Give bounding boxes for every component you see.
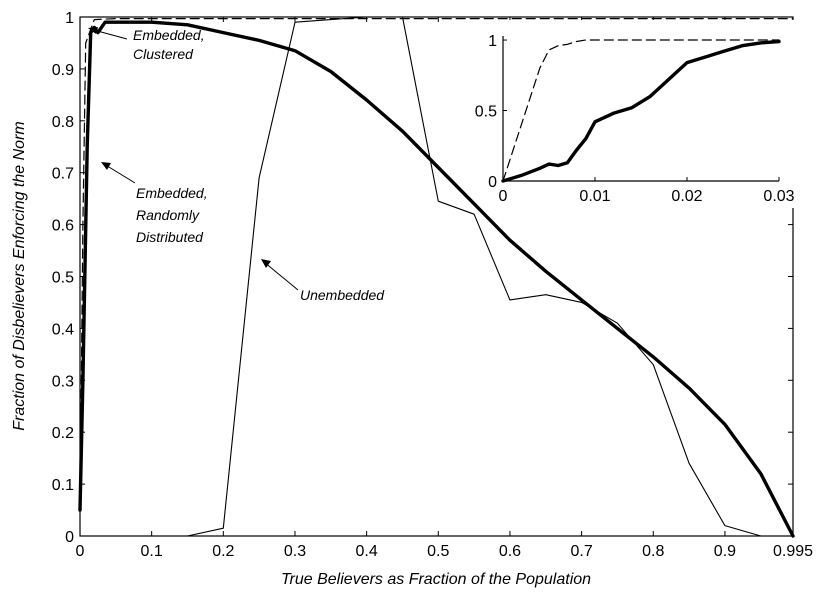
main-y-tick-label: 0.8 (52, 114, 74, 131)
annotation-embedded-clustered-line1: Embedded, (133, 27, 205, 43)
annotations: Embedded, Clustered Embedded, Randomly D… (88, 27, 385, 303)
main-x-tick-label: 0.3 (284, 543, 306, 560)
inset-series-group (501, 39, 781, 183)
inset-x-tick-label: 0.03 (763, 188, 794, 205)
main-x-tick-label: 0.6 (499, 543, 521, 560)
inset-y-tick-label: 0 (488, 174, 497, 191)
main-x-axis: 0 0.1 0.2 0.3 0.4 0.5 0.6 0.7 0.8 0.9 0.995 (76, 17, 813, 560)
main-x-tick-label: 0.1 (141, 543, 163, 560)
annotation-embedded-random-line1: Embedded, (136, 185, 208, 201)
annotation-unembedded: Unembedded (261, 259, 385, 303)
inset-x-tick-label: 0.01 (579, 188, 610, 205)
inset-series-embedded-clustered (502, 39, 780, 182)
main-y-tick-label: 1 (65, 10, 74, 27)
main-x-tick-label: 0 (76, 543, 85, 560)
main-x-tick-label: 0.7 (570, 543, 592, 560)
main-x-tick-label: 0.8 (642, 543, 664, 560)
main-y-axis: 0 0.1 0.2 0.3 0.4 0.5 0.6 0.7 0.8 0.9 1 (52, 10, 793, 546)
main-series-unembedded (79, 16, 794, 537)
annotation-embedded-clustered-line2: Clustered (133, 46, 194, 62)
inset-background (500, 20, 798, 208)
annotation-embedded-random: Embedded, Randomly Distributed (101, 162, 208, 245)
annotation-unembedded-line1: Unembedded (300, 287, 385, 303)
inset-plot: 0 0.5 1 0 0.01 0.02 0.03 (475, 20, 798, 208)
main-y-tick-label: 0.2 (52, 425, 74, 442)
inset-y-tick-label: 1 (488, 33, 497, 50)
main-y-tick-label: 0.5 (52, 270, 74, 287)
main-x-tick-label: 0.9 (714, 543, 736, 560)
inset-y-tick-label: 0.5 (475, 104, 497, 121)
annotation-embedded-clustered: Embedded, Clustered (88, 27, 205, 62)
main-x-tick-label: 0.2 (212, 543, 234, 560)
main-y-tick-label: 0.6 (52, 218, 74, 235)
annotation-arrowhead (261, 259, 271, 268)
annotation-arrowhead (88, 27, 98, 34)
annotation-arrow-line (103, 163, 136, 184)
main-series-embedded-clustered (79, 18, 794, 511)
main-y-tick-label: 0.9 (52, 62, 74, 79)
annotation-arrow-line (263, 261, 299, 291)
main-x-tick-label: 0.5 (427, 543, 449, 560)
main-x-tick-label: 0.4 (356, 543, 378, 560)
main-y-tick-label: 0 (65, 529, 74, 546)
inset-x-axis: 0 0.01 0.02 0.03 (499, 177, 795, 205)
inset-x-tick-label: 0 (499, 188, 508, 205)
inset-x-tick-label: 0.02 (671, 188, 702, 205)
main-y-tick-label: 0.4 (52, 321, 74, 338)
annotation-embedded-random-line3: Distributed (136, 229, 204, 245)
annotation-embedded-random-line2: Randomly (136, 207, 200, 223)
main-y-tick-label: 0.7 (52, 166, 74, 183)
main-y-tick-label: 0.3 (52, 373, 74, 390)
main-y-tick-label: 0.1 (52, 477, 74, 494)
y-axis-label: Fraction of Disbelievers Enforcing the N… (11, 121, 28, 430)
x-axis-label: True Believers as Fraction of the Popula… (281, 571, 591, 588)
annotation-arrowhead (101, 162, 111, 170)
main-x-tick-label: 0.995 (773, 543, 813, 560)
inset-series-embedded-randomly-distributed (501, 39, 781, 183)
